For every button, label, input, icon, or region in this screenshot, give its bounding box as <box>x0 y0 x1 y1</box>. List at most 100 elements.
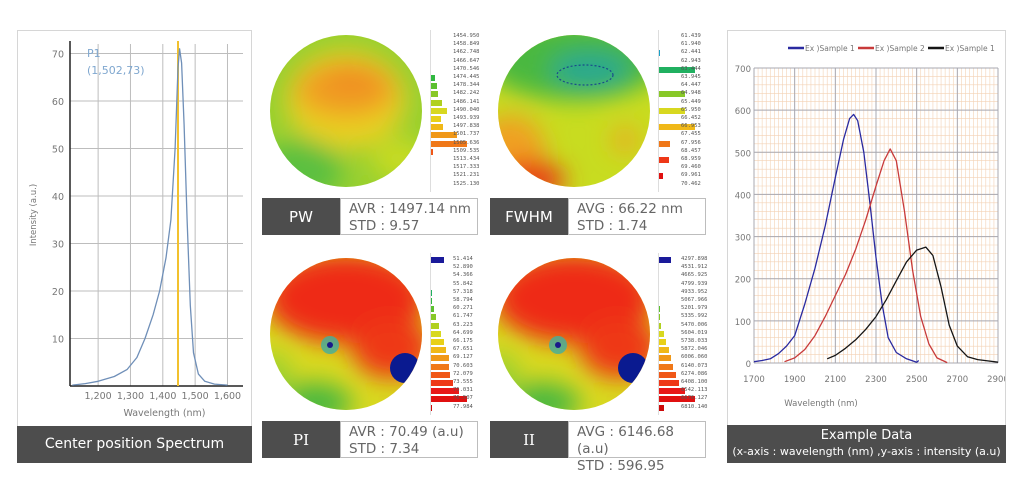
legend-value: 1501.737 <box>453 131 480 138</box>
spectrum-panel: 1,200 1,300 1,400 1,500 1,600 10 20 30 40 50 60 70 W… <box>17 30 252 463</box>
legend-value: 65.449 <box>681 98 701 105</box>
histogram-bar <box>659 107 686 114</box>
legend-row: 6542.113 <box>659 387 709 395</box>
legend-value: 67.455 <box>681 131 701 138</box>
legend-row: 4665.925 <box>659 272 709 280</box>
map-panel-pi: 51.414 52.890 54.366 55.842 57.318 58.794 60.2… <box>262 253 482 463</box>
histogram-bar <box>659 66 695 73</box>
legend-value: 6810.140 <box>681 403 708 410</box>
legend-row: 69.460 <box>659 164 709 172</box>
legend-row: 6140.073 <box>659 363 709 371</box>
map-panel-pw: 1454.950 1458.849 1462.748 1466.647 1470.546… <box>262 30 482 240</box>
legend-value: 1454.950 <box>453 33 480 39</box>
x-tick-label: 1,200 <box>85 391 112 402</box>
legend-row: 68.959 <box>659 156 709 164</box>
legend-value: 1474.445 <box>453 74 480 80</box>
histogram-bar <box>431 124 443 131</box>
y-tick-label: 10 <box>52 335 64 346</box>
series-line-3 <box>826 246 999 363</box>
histogram-bar <box>431 371 451 378</box>
legend-value: 1482.242 <box>453 90 480 97</box>
histogram-bar <box>431 83 437 90</box>
x-axis-label: Wavelength (nm) <box>123 408 205 419</box>
legend-value: 69.961 <box>681 172 701 179</box>
metric-stat1: AVR : 1497.14 nm <box>349 201 471 217</box>
color-scale-legend: 51.414 52.890 54.366 55.842 57.318 58.794 60.2… <box>430 253 480 415</box>
histogram-bar <box>431 314 437 321</box>
legend-value: 4531.912 <box>681 264 708 271</box>
histogram-bar <box>431 107 447 114</box>
legend-value: 52.890 <box>453 264 473 271</box>
x-tick-label: 1,600 <box>214 391 241 402</box>
legend-value: 76.507 <box>453 395 473 402</box>
wafer-map-pw <box>270 35 422 187</box>
wafer-surface <box>270 35 422 187</box>
wafer-region <box>372 140 422 180</box>
legend-value: 64.699 <box>453 329 473 336</box>
legend-row: 65.449 <box>659 99 709 107</box>
histogram-bar <box>659 306 661 313</box>
y-tick-label: 0 <box>746 360 751 370</box>
legend-row: 1458.849 <box>431 41 481 49</box>
legend-value: 5470.006 <box>681 321 708 328</box>
legend-row: 52.890 <box>431 264 481 272</box>
legend-row: 1521.231 <box>431 172 481 180</box>
legend-row: 5738.033 <box>659 338 709 346</box>
wafer-surface <box>270 258 422 410</box>
legend-value: 54.366 <box>453 272 473 279</box>
x-axis-label: Wavelength (nm) <box>784 399 857 409</box>
x-tick-label: 2100 <box>825 375 847 385</box>
legend-value: 5067.966 <box>681 297 708 303</box>
legend-value: 64.447 <box>681 82 701 89</box>
histogram-bar <box>659 124 695 131</box>
legend-row: 1513.434 <box>431 156 481 164</box>
histogram-bar <box>659 330 664 337</box>
legend-value: 77.984 <box>453 403 473 410</box>
legend-value: 69.460 <box>681 164 701 171</box>
histogram-bar <box>659 380 680 386</box>
x-tick-label: 1700 <box>743 375 765 385</box>
legend-row: 5470.006 <box>659 322 709 330</box>
legend-row: 1462.748 <box>431 49 481 57</box>
legend-row: 70.603 <box>431 363 481 371</box>
color-scale-legend: 61.439 61.940 62.441 62.943 63.444 63.945 64.4… <box>658 30 708 192</box>
legend-row: 5335.992 <box>659 313 709 321</box>
legend-value: 57.318 <box>453 288 473 295</box>
legend-entry: Ex )Sample 1 <box>945 44 995 53</box>
example-caption-subtitle: (x-axis : wavelength (nm) ,y-axis : inte… <box>732 445 1001 458</box>
legend-row: 67.651 <box>431 346 481 354</box>
legend-row: 54.366 <box>431 272 481 280</box>
legend-row: 73.555 <box>431 379 481 387</box>
legend-row: 61.439 <box>659 33 709 41</box>
histogram-bar <box>659 157 669 163</box>
y-tick-label: 300 <box>735 234 751 244</box>
legend-value: 61.940 <box>681 41 701 48</box>
legend-row: 64.948 <box>659 90 709 98</box>
legend-value: 62.943 <box>681 57 701 64</box>
legend-row: 65.950 <box>659 107 709 115</box>
legend-row: 6408.100 <box>659 379 709 387</box>
y-tick-label: 50 <box>52 145 64 156</box>
histogram-bar <box>431 132 458 139</box>
peak-label: P1 <box>87 47 101 60</box>
histogram-bar <box>431 306 434 313</box>
legend-value: 1517.333 <box>453 164 480 171</box>
legend-value: 4933.952 <box>681 288 708 295</box>
histogram-bar <box>659 404 664 411</box>
legend-value: 1458.849 <box>453 41 480 48</box>
legend-row: 1497.838 <box>431 123 481 131</box>
y-axis-label: Intensity (a.u.) <box>29 184 39 246</box>
legend-row: 61.747 <box>431 313 481 321</box>
legend-value: 6542.113 <box>681 387 708 394</box>
legend-value: 6408.100 <box>681 379 708 385</box>
legend-row: 69.127 <box>431 354 481 362</box>
spectrum-chart: 1,200 1,300 1,400 1,500 1,600 10 20 30 40 50 60 70 W… <box>29 41 243 419</box>
legend-value: 67.651 <box>453 346 473 353</box>
legend-value: 63.444 <box>681 65 701 72</box>
legend-value: 61.439 <box>681 33 701 39</box>
histogram-bar <box>431 347 447 354</box>
example-caption-title: Example Data <box>820 428 913 443</box>
legend-value: 61.747 <box>453 313 473 320</box>
legend-value: 1486.141 <box>453 98 480 105</box>
legend-value: 67.956 <box>681 139 701 146</box>
